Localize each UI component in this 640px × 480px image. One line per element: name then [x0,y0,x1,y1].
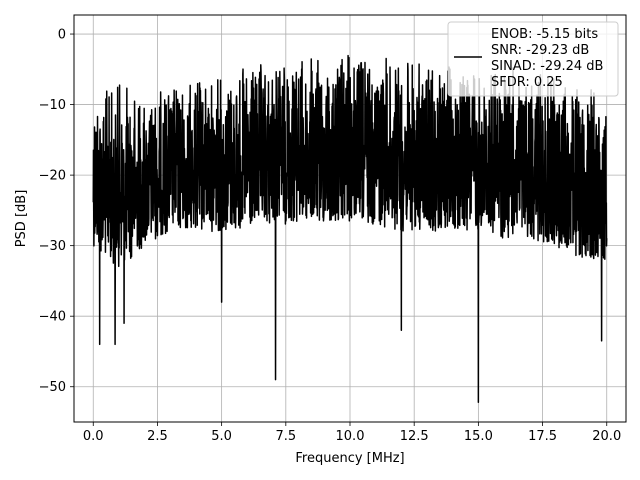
y-tick-label: −40 [39,310,66,325]
x-tick-label: 20.0 [592,429,621,444]
x-axis-label: Frequency [MHz] [295,451,404,466]
legend-text-line: SINAD: -29.24 dB [491,59,603,74]
plot-area [92,54,608,403]
y-tick-label: −10 [39,98,66,113]
x-tick-label: 5.0 [211,429,232,444]
legend-text-line: SNR: -29.23 dB [491,43,589,58]
x-tick-label: 12.5 [400,429,429,444]
y-tick-label: −30 [39,239,66,254]
series-layer [92,54,608,403]
psd-series-line [92,54,608,403]
x-tick-label: 7.5 [275,429,296,444]
y-tick-label: 0 [58,28,66,43]
legend-text-line: SFDR: 0.25 [491,75,563,90]
y-axis: 0 −10 −20 −30 −40 −50 [39,28,74,395]
x-tick-label: 10.0 [336,429,365,444]
y-tick-label: −50 [39,380,66,395]
legend-box [447,21,619,97]
y-axis-label: PSD [dB] [14,190,29,248]
x-tick-label: 17.5 [528,429,557,444]
x-tick-label: 2.5 [147,429,168,444]
legend-text-line: ENOB: -5.15 bits [491,27,598,42]
x-axis: 0.0 2.5 5.0 7.5 10.0 12.5 15.0 17.5 20.0 [83,422,621,444]
x-tick-label: 15.0 [464,429,493,444]
y-tick-label: −20 [39,169,66,184]
x-tick-label: 0.0 [83,429,104,444]
